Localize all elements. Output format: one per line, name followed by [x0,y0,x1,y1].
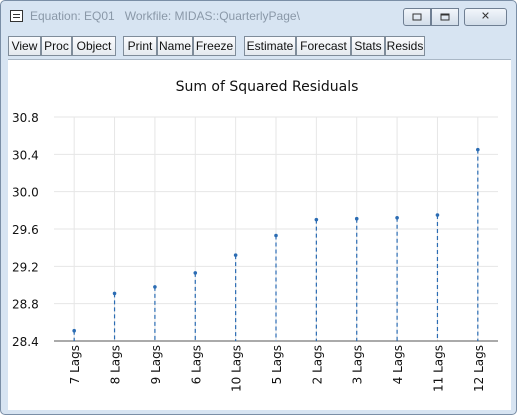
proc-button[interactable]: Proc [41,36,72,56]
y-tick-label: 28.4 [12,335,39,349]
maximize-button[interactable] [431,8,459,26]
resids-button[interactable]: Resids [385,36,425,56]
object-button[interactable]: Object [72,36,116,56]
data-point [233,253,238,257]
x-tick-label: 3 Lags [351,345,365,384]
data-point [435,213,440,217]
data-point [112,291,117,296]
freeze-button[interactable]: Freeze [193,36,236,56]
name-button[interactable]: Name [157,36,193,56]
close-icon: ✕ [480,10,491,23]
minimize-icon [412,13,422,21]
data-point [274,233,278,238]
data-point [314,217,319,222]
data-point [354,216,359,221]
stats-button[interactable]: Stats [351,36,385,56]
ssr-chart: Sum of Squared Residuals 28.4 28.8 29.2 29.… [12,79,498,392]
data-point [72,328,76,333]
window-menu-icon[interactable] [10,10,23,22]
x-tick-label: 5 Lags [270,345,284,384]
y-tick-label: 28.8 [12,298,39,312]
x-tick-label: 10 Lags [230,345,244,392]
graph-view: Sum of Squared Residuals 28.4 28.8 29.2 29.… [8,59,511,410]
data-point [153,285,157,289]
estimate-button[interactable]: Estimate [244,36,296,56]
y-tick-label: 29.6 [12,223,39,237]
x-tick-label: 7 Lags [68,345,82,384]
forecast-button[interactable]: Forecast [296,36,351,56]
y-tick-label: 29.2 [12,260,39,274]
minimize-button[interactable] [403,8,431,26]
chart-title: Sum of Squared Residuals [176,79,359,95]
data-point [193,271,198,275]
y-tick-label: 30.4 [12,148,39,162]
x-tick-label: 12 Lags [472,345,486,392]
title-bar[interactable]: Equation: EQ01 Workfile: MIDAS::Quarterl… [1,1,516,31]
maximize-icon [440,13,450,21]
window-title: Equation: EQ01 Workfile: MIDAS::Quarterl… [30,9,300,23]
x-tick-label: 6 Lags [189,345,203,384]
x-tick-label: 11 Lags [431,345,445,392]
x-tick-label: 2 Lags [310,345,324,384]
view-button[interactable]: View [8,36,41,56]
y-tick-label: 30.8 [12,111,39,125]
print-button[interactable]: Print [123,36,157,56]
data-point [476,147,480,152]
x-tick-label: 9 Lags [149,345,163,384]
x-tick-label: 8 Lags [109,345,123,384]
y-tick-label: 30.0 [12,186,39,200]
close-button[interactable]: ✕ [464,8,507,26]
x-tick-label: 4 Lags [391,345,405,384]
data-point [395,216,399,220]
